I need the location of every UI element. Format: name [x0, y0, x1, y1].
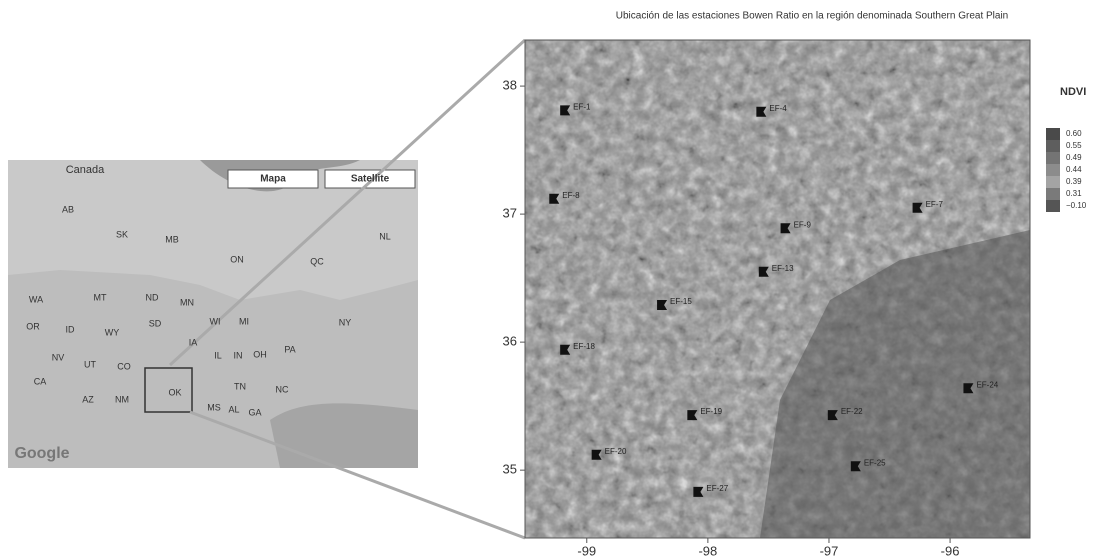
- region-label: PA: [284, 344, 295, 354]
- station-label: EF-24: [976, 380, 998, 389]
- station-label: EF-13: [772, 264, 794, 273]
- region-label: NM: [115, 394, 129, 404]
- page: Ubicación de las estaciones Bowen Ratio …: [0, 0, 1114, 558]
- x-tick-label: -97: [820, 543, 839, 558]
- y-tick-label: 35: [503, 462, 517, 477]
- region-label: TN: [234, 381, 246, 391]
- region-label: NL: [379, 231, 391, 241]
- region-label: WY: [105, 327, 120, 337]
- region-label: ND: [146, 292, 159, 302]
- button-label: Satellite: [351, 174, 390, 185]
- region-label: IA: [189, 337, 198, 347]
- legend-label: 0.55: [1066, 141, 1082, 150]
- region-label: OK: [168, 387, 181, 397]
- station-label: EF-4: [769, 104, 787, 113]
- legend-swatch: [1046, 164, 1060, 176]
- region-label: NY: [339, 317, 352, 327]
- x-tick-label: -96: [941, 543, 960, 558]
- legend-label: 0.49: [1066, 153, 1082, 162]
- region-label: SD: [149, 318, 162, 328]
- region-label: AB: [62, 204, 74, 214]
- region-label: MB: [165, 234, 179, 244]
- station-label: EF-19: [700, 407, 722, 416]
- region-label: OH: [253, 349, 267, 359]
- station-label: EF-22: [841, 407, 863, 416]
- station-label: EF-27: [706, 484, 728, 493]
- legend-title: NDVI: [1060, 86, 1086, 98]
- raster-title: Ubicación de las estaciones Bowen Ratio …: [616, 11, 1008, 22]
- legend-swatch: [1046, 176, 1060, 188]
- legend-label: 0.44: [1066, 165, 1082, 174]
- region-label: MN: [180, 297, 194, 307]
- figure: Ubicación de las estaciones Bowen Ratio …: [0, 0, 1114, 558]
- station-label: EF-1: [573, 103, 591, 112]
- region-label: ID: [66, 324, 76, 334]
- region-label: IL: [214, 350, 222, 360]
- legend-swatch: [1046, 140, 1060, 152]
- region-label: WI: [210, 316, 221, 326]
- legend-swatch: [1046, 128, 1060, 140]
- legend-label: 0.60: [1066, 129, 1082, 138]
- region-label: QC: [310, 256, 324, 266]
- region-label: MS: [207, 402, 221, 412]
- region-label: ON: [230, 254, 244, 264]
- map-logo: Google: [14, 445, 69, 462]
- station-label: EF-20: [605, 447, 627, 456]
- region-label: CA: [34, 376, 47, 386]
- legend-label: 0.31: [1066, 189, 1082, 198]
- region-label: AL: [228, 404, 239, 414]
- country-label: Canada: [66, 164, 105, 176]
- legend-label: 0.39: [1066, 177, 1082, 186]
- button-label: Mapa: [260, 174, 286, 185]
- legend-swatch: [1046, 188, 1060, 200]
- region-label: IN: [234, 350, 243, 360]
- x-tick-label: -99: [577, 543, 596, 558]
- region-label: NV: [52, 352, 65, 362]
- y-tick-label: 38: [503, 78, 517, 93]
- station-label: EF-8: [562, 191, 580, 200]
- legend-swatch: [1046, 200, 1060, 212]
- region-label: AZ: [82, 394, 94, 404]
- station-label: EF-15: [670, 297, 692, 306]
- region-label: OR: [26, 321, 40, 331]
- gulf: [270, 403, 418, 468]
- station-label: EF-7: [926, 200, 944, 209]
- x-tick-label: -98: [698, 543, 717, 558]
- region-label: SK: [116, 229, 128, 239]
- ndvi-raster: [525, 40, 1030, 538]
- station-label: EF-18: [573, 342, 595, 351]
- region-label: MT: [94, 292, 107, 302]
- station-label: EF-9: [794, 220, 812, 229]
- region-label: WA: [29, 294, 43, 304]
- region-label: UT: [84, 359, 96, 369]
- legend-label: −0.10: [1066, 201, 1087, 210]
- y-tick-label: 36: [503, 334, 517, 349]
- y-tick-label: 37: [503, 206, 517, 221]
- legend-swatch: [1046, 152, 1060, 164]
- station-label: EF-25: [864, 458, 886, 467]
- region-label: MI: [239, 316, 249, 326]
- region-label: CO: [117, 361, 131, 371]
- region-label: NC: [276, 384, 289, 394]
- region-label: GA: [248, 407, 261, 417]
